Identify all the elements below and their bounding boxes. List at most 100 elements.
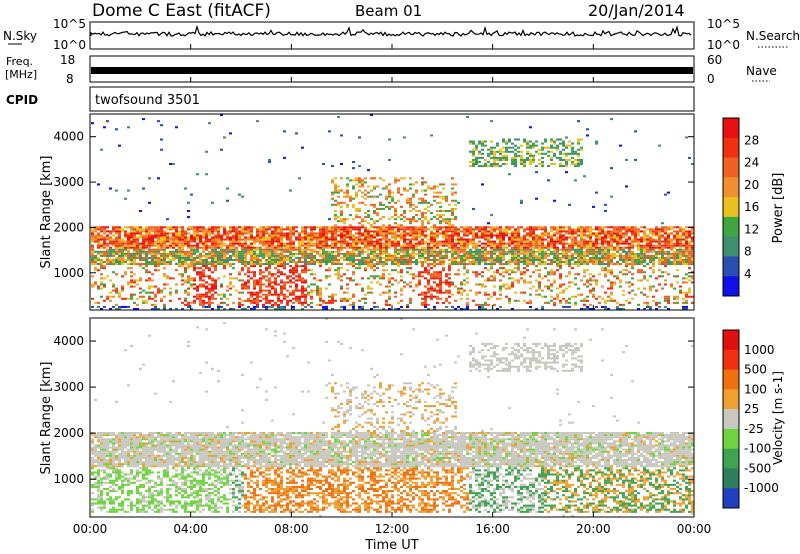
- data-cell: [175, 228, 178, 231]
- data-cell: [358, 250, 361, 253]
- data-cell: [337, 242, 340, 245]
- data-cell: [223, 226, 226, 229]
- data-cell: [214, 248, 217, 251]
- data-cell: [268, 228, 271, 231]
- data-cell: [121, 263, 124, 266]
- data-cell: [400, 263, 403, 266]
- data-cell: [310, 236, 313, 239]
- data-cell: [178, 236, 181, 239]
- data-cell: [118, 242, 121, 245]
- data-cell: [622, 261, 625, 264]
- data-cell: [277, 252, 280, 255]
- data-cell: [202, 240, 205, 243]
- data-cell: [91, 122, 94, 125]
- data-cell: [583, 297, 586, 300]
- data-cell: [382, 265, 385, 268]
- data-cell: [451, 183, 454, 186]
- data-cell: [409, 301, 412, 304]
- data-cell: [535, 234, 538, 237]
- data-cell: [166, 246, 169, 249]
- data-cell: [181, 244, 184, 247]
- data-cell: [295, 132, 298, 135]
- data-cell: [520, 199, 523, 202]
- data-cell: [610, 240, 613, 243]
- data-cell: [235, 254, 238, 257]
- data-cell: [622, 256, 625, 259]
- data-cell: [316, 240, 319, 243]
- data-cell: [253, 258, 256, 261]
- data-cell: [271, 230, 274, 233]
- data-cell: [388, 138, 391, 141]
- data-cell: [529, 281, 532, 284]
- data-cell: [595, 297, 598, 300]
- data-cell: [400, 261, 403, 264]
- data-cell: [223, 261, 226, 264]
- data-cell: [181, 258, 184, 261]
- data-cell: [451, 263, 454, 266]
- data-cell: [178, 273, 181, 276]
- data-cell: [511, 238, 514, 241]
- data-cell: [280, 271, 283, 274]
- data-cell: [208, 295, 211, 298]
- data-cell: [268, 301, 271, 304]
- data-cell: [202, 305, 205, 308]
- data-cell: [139, 265, 142, 268]
- data-cell: [154, 236, 157, 239]
- data-cell: [634, 226, 637, 229]
- data-cell: [268, 252, 271, 255]
- data-cell: [352, 244, 355, 247]
- data-cell: [181, 273, 184, 276]
- data-cell: [187, 258, 190, 261]
- data-cell: [592, 252, 595, 255]
- data-cell: [151, 307, 154, 310]
- data-cell: [208, 299, 211, 302]
- data-cell: [130, 285, 133, 288]
- data-cell: [559, 265, 562, 268]
- data-cell: [472, 140, 475, 143]
- data-cell: [496, 236, 499, 239]
- data-cell: [178, 244, 181, 247]
- data-cell: [580, 226, 583, 229]
- data-cell: [550, 234, 553, 237]
- data-cell: [415, 232, 418, 235]
- data-cell: [103, 230, 106, 233]
- data-cell: [586, 244, 589, 247]
- data-cell: [346, 203, 349, 206]
- data-cell: [592, 263, 595, 266]
- data-cell: [193, 248, 196, 251]
- data-cell: [586, 279, 589, 282]
- data-cell: [172, 236, 175, 239]
- data-cell: [292, 252, 295, 255]
- data-cell: [547, 240, 550, 243]
- data-cell: [142, 236, 145, 239]
- data-cell: [139, 236, 142, 239]
- data-cell: [199, 242, 202, 245]
- data-cell: [91, 285, 94, 288]
- data-cell: [400, 258, 403, 261]
- data-cell: [154, 234, 157, 237]
- data-cell: [499, 246, 502, 249]
- data-cell: [208, 261, 211, 264]
- data-cell: [574, 152, 577, 155]
- data-cell: [445, 305, 448, 308]
- data-cell: [514, 250, 517, 253]
- data-cell: [499, 279, 502, 282]
- data-cell: [157, 252, 160, 255]
- data-cell: [394, 242, 397, 245]
- data-cell: [319, 265, 322, 268]
- data-cell: [223, 267, 226, 270]
- data-cell: [256, 305, 259, 308]
- data-cell: [439, 258, 442, 261]
- data-cell: [334, 218, 337, 221]
- data-cell: [307, 244, 310, 247]
- data-cell: [370, 252, 373, 255]
- data-cell: [310, 250, 313, 253]
- data-cell: [388, 191, 391, 194]
- data-cell: [412, 183, 415, 186]
- data-cell: [256, 297, 259, 300]
- data-cell: [343, 305, 346, 308]
- data-cell: [571, 252, 574, 255]
- data-cell: [400, 236, 403, 239]
- data-cell: [478, 305, 481, 308]
- data-cell: [562, 246, 565, 249]
